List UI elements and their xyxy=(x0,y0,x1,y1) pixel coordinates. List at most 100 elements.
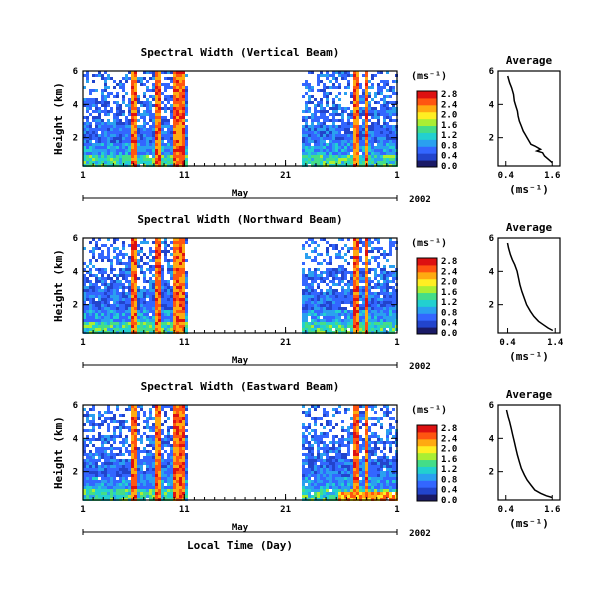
heatmap-cell xyxy=(167,125,170,128)
heatmap-cell xyxy=(332,125,335,128)
heatmap-cell xyxy=(131,423,134,426)
heatmap-cell xyxy=(389,89,392,92)
heatmap-cell xyxy=(146,480,149,483)
heatmap-cell xyxy=(392,125,395,128)
heatmap-cell xyxy=(356,298,359,301)
heatmap-cell xyxy=(302,128,305,131)
heatmap-cell xyxy=(152,295,155,298)
average-title: Average xyxy=(506,221,553,234)
heatmap-cell xyxy=(83,474,86,477)
heatmap-cell xyxy=(173,492,176,495)
year-label: 2002 xyxy=(409,195,431,205)
heatmap-cell xyxy=(365,274,368,277)
heatmap-cell xyxy=(164,298,167,301)
heatmap-cell xyxy=(347,107,350,110)
heatmap-cell xyxy=(320,325,323,328)
heatmap-cell xyxy=(95,274,98,277)
heatmap-cell xyxy=(173,244,176,247)
heatmap-cell xyxy=(380,301,383,304)
heatmap-cell xyxy=(347,128,350,131)
heatmap-cell xyxy=(164,310,167,313)
heatmap-cell xyxy=(365,492,368,495)
heatmap-cell xyxy=(182,319,185,322)
heatmap-cell xyxy=(335,95,338,98)
average-x-tick-label: 1.4 xyxy=(547,338,564,348)
heatmap-cell xyxy=(380,137,383,140)
heatmap-cell xyxy=(362,262,365,265)
heatmap-cell xyxy=(368,107,371,110)
heatmap-cell xyxy=(368,465,371,468)
heatmap-cell xyxy=(302,453,305,456)
heatmap-cell xyxy=(173,438,176,441)
heatmap-cell xyxy=(131,244,134,247)
heatmap-cell xyxy=(365,298,368,301)
heatmap-cell xyxy=(359,489,362,492)
heatmap-cell xyxy=(338,283,341,286)
heatmap-cell xyxy=(113,480,116,483)
heatmap-cell xyxy=(86,271,89,274)
heatmap-cell xyxy=(164,468,167,471)
heatmap-cell xyxy=(359,319,362,322)
heatmap-cell xyxy=(98,152,101,155)
heatmap-cell xyxy=(185,316,188,319)
heatmap-cell xyxy=(320,101,323,104)
heatmap-cell xyxy=(179,122,182,125)
heatmap-title: Spectral Width (Vertical Beam) xyxy=(141,46,340,59)
heatmap-cell xyxy=(374,304,377,307)
heatmap-cell xyxy=(92,295,95,298)
heatmap-cell xyxy=(131,241,134,244)
heatmap-cell xyxy=(134,143,137,146)
heatmap-cell xyxy=(101,423,104,426)
heatmap-cell xyxy=(371,116,374,119)
heatmap-cell xyxy=(353,432,356,435)
heatmap-cell xyxy=(374,319,377,322)
heatmap-cell xyxy=(149,95,152,98)
heatmap-cell xyxy=(134,98,137,101)
heatmap-cell xyxy=(341,161,344,164)
heatmap-cell xyxy=(329,450,332,453)
heatmap-cell xyxy=(317,104,320,107)
heatmap-cell xyxy=(83,143,86,146)
heatmap-cell xyxy=(335,435,338,438)
heatmap-cell xyxy=(320,462,323,465)
heatmap-cell xyxy=(335,459,338,462)
heatmap-cell xyxy=(356,453,359,456)
heatmap-cell xyxy=(368,447,371,450)
heatmap-cell xyxy=(176,241,179,244)
heatmap-cell xyxy=(341,301,344,304)
heatmap-cell xyxy=(362,119,365,122)
heatmap-cell xyxy=(182,256,185,259)
heatmap-cell xyxy=(179,298,182,301)
heatmap-cell xyxy=(305,134,308,137)
heatmap-cell xyxy=(359,98,362,101)
heatmap-cell xyxy=(146,268,149,271)
heatmap-cell xyxy=(305,295,308,298)
heatmap-cell xyxy=(167,98,170,101)
heatmap-cell xyxy=(128,322,131,325)
heatmap-cell xyxy=(329,274,332,277)
heatmap-cell xyxy=(152,289,155,292)
heatmap-cell xyxy=(341,265,344,268)
heatmap-cell xyxy=(101,292,104,295)
heatmap-cell xyxy=(176,480,179,483)
heatmap-cell xyxy=(146,161,149,164)
heatmap-cell xyxy=(173,71,176,74)
heatmap-cell xyxy=(98,238,101,241)
heatmap-cell xyxy=(350,441,353,444)
heatmap-cell xyxy=(377,304,380,307)
heatmap-cell xyxy=(83,247,86,250)
heatmap-cell xyxy=(173,83,176,86)
heatmap-cell xyxy=(356,304,359,307)
heatmap-cell xyxy=(128,408,131,411)
heatmap-cell xyxy=(356,116,359,119)
heatmap-cell xyxy=(134,477,137,480)
heatmap-cell xyxy=(347,408,350,411)
heatmap-cell xyxy=(116,161,119,164)
heatmap-cell xyxy=(380,107,383,110)
heatmap-cell xyxy=(158,426,161,429)
heatmap-cell xyxy=(137,128,140,131)
heatmap-cell xyxy=(131,325,134,328)
heatmap-cell xyxy=(302,319,305,322)
heatmap-cell xyxy=(155,80,158,83)
heatmap-cell xyxy=(350,125,353,128)
